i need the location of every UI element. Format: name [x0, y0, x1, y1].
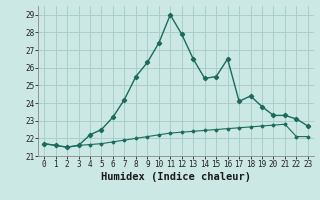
X-axis label: Humidex (Indice chaleur): Humidex (Indice chaleur) [101, 172, 251, 182]
